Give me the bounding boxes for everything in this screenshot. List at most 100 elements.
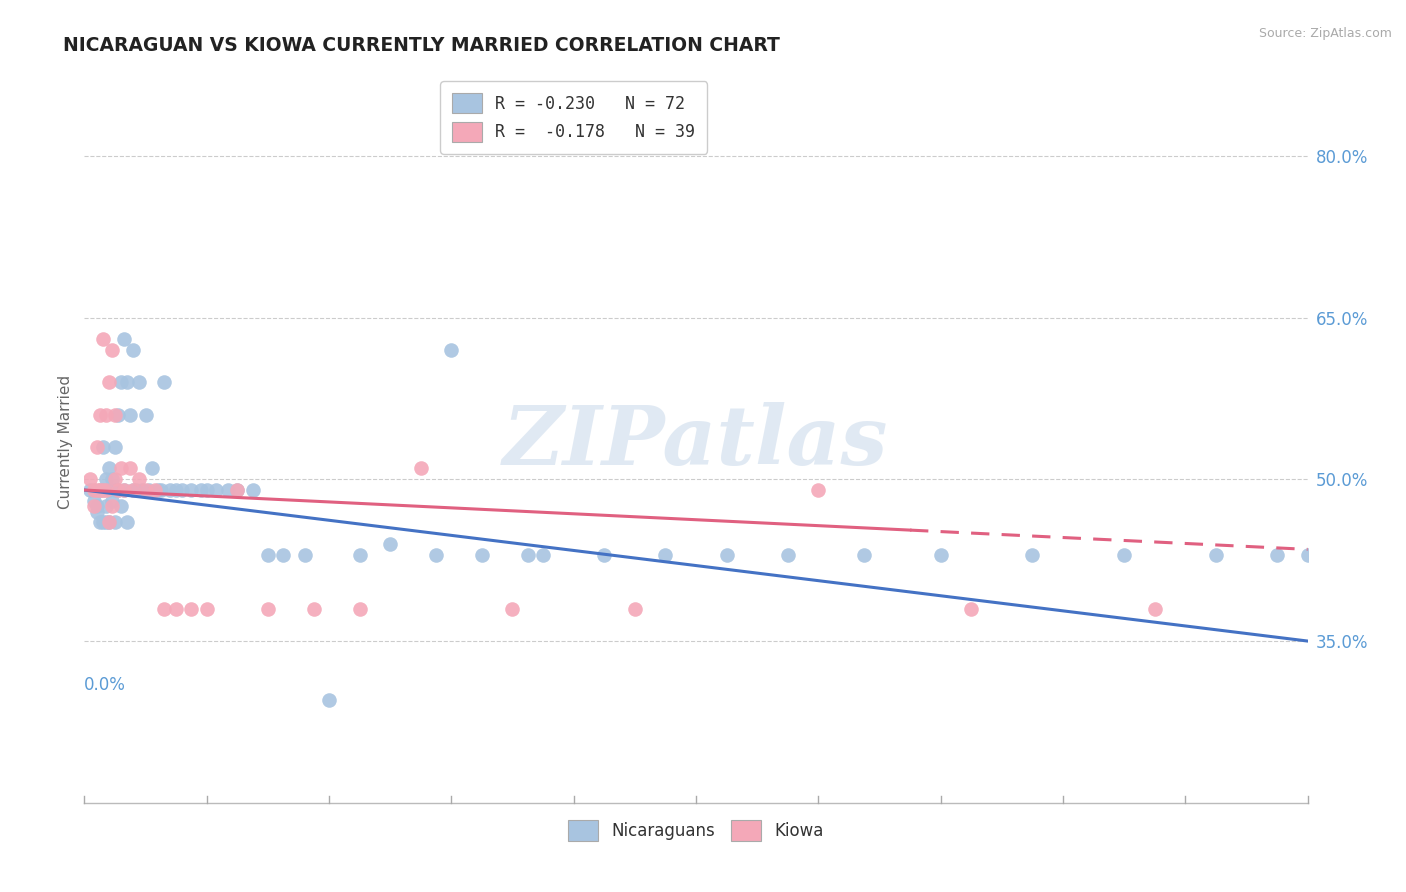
- Point: [593, 548, 616, 562]
- Point: [79, 472, 101, 486]
- Point: [91, 332, 114, 346]
- Point: [135, 408, 157, 422]
- Point: [257, 548, 280, 562]
- Point: [654, 548, 676, 562]
- Point: [86, 483, 108, 497]
- Point: [83, 500, 105, 514]
- Point: [122, 483, 145, 497]
- Point: [104, 516, 127, 530]
- Point: [165, 601, 187, 615]
- Point: [107, 483, 129, 497]
- Point: [122, 343, 145, 357]
- Point: [807, 483, 830, 497]
- Point: [89, 516, 111, 530]
- Point: [146, 483, 169, 497]
- Point: [86, 505, 108, 519]
- Point: [1296, 548, 1319, 562]
- Point: [107, 483, 129, 497]
- Point: [94, 500, 117, 514]
- Point: [94, 472, 117, 486]
- Point: [122, 483, 145, 497]
- Point: [190, 483, 212, 497]
- Point: [172, 483, 194, 497]
- Point: [257, 601, 280, 615]
- Point: [1021, 548, 1043, 562]
- Point: [89, 483, 111, 497]
- Point: [409, 461, 432, 475]
- Point: [294, 548, 316, 562]
- Point: [349, 601, 371, 615]
- Point: [110, 376, 132, 390]
- Point: [79, 483, 101, 497]
- Point: [101, 500, 124, 514]
- Point: [716, 548, 738, 562]
- Point: [125, 483, 148, 497]
- Point: [128, 472, 150, 486]
- Point: [624, 601, 647, 615]
- Text: Source: ZipAtlas.com: Source: ZipAtlas.com: [1258, 27, 1392, 40]
- Point: [101, 472, 124, 486]
- Point: [110, 500, 132, 514]
- Point: [104, 483, 127, 497]
- Point: [159, 483, 181, 497]
- Point: [91, 440, 114, 454]
- Point: [349, 548, 371, 562]
- Point: [318, 693, 340, 707]
- Point: [104, 440, 127, 454]
- Point: [83, 483, 105, 497]
- Point: [104, 408, 127, 422]
- Text: 0.0%: 0.0%: [84, 676, 127, 694]
- Point: [226, 483, 249, 497]
- Point: [502, 601, 524, 615]
- Point: [380, 537, 402, 551]
- Point: [120, 461, 142, 475]
- Point: [776, 548, 799, 562]
- Point: [104, 472, 127, 486]
- Point: [112, 483, 135, 497]
- Point: [217, 483, 239, 497]
- Point: [180, 601, 202, 615]
- Point: [112, 332, 135, 346]
- Point: [531, 548, 554, 562]
- Point: [1205, 548, 1227, 562]
- Text: ZIPatlas: ZIPatlas: [503, 401, 889, 482]
- Point: [101, 343, 124, 357]
- Point: [110, 461, 132, 475]
- Point: [131, 483, 153, 497]
- Point: [195, 601, 218, 615]
- Point: [471, 548, 494, 562]
- Point: [242, 483, 264, 497]
- Point: [149, 483, 172, 497]
- Point: [929, 548, 952, 562]
- Point: [135, 483, 157, 497]
- Point: [153, 376, 176, 390]
- Point: [271, 548, 294, 562]
- Legend: Nicaraguans, Kiowa: Nicaraguans, Kiowa: [557, 809, 835, 852]
- Point: [94, 516, 117, 530]
- Point: [1265, 548, 1288, 562]
- Point: [128, 376, 150, 390]
- Point: [205, 483, 228, 497]
- Point: [86, 500, 108, 514]
- Point: [94, 483, 117, 497]
- Point: [107, 408, 129, 422]
- Point: [195, 483, 218, 497]
- Point: [97, 516, 120, 530]
- Point: [302, 601, 325, 615]
- Point: [143, 483, 166, 497]
- Point: [101, 493, 124, 508]
- Point: [89, 483, 111, 497]
- Point: [97, 376, 120, 390]
- Point: [120, 408, 142, 422]
- Point: [97, 483, 120, 497]
- Point: [1143, 601, 1166, 615]
- Point: [226, 483, 249, 497]
- Point: [97, 516, 120, 530]
- Point: [853, 548, 876, 562]
- Point: [1114, 548, 1136, 562]
- Point: [89, 408, 111, 422]
- Point: [153, 601, 176, 615]
- Point: [960, 601, 983, 615]
- Point: [115, 516, 138, 530]
- Point: [180, 483, 202, 497]
